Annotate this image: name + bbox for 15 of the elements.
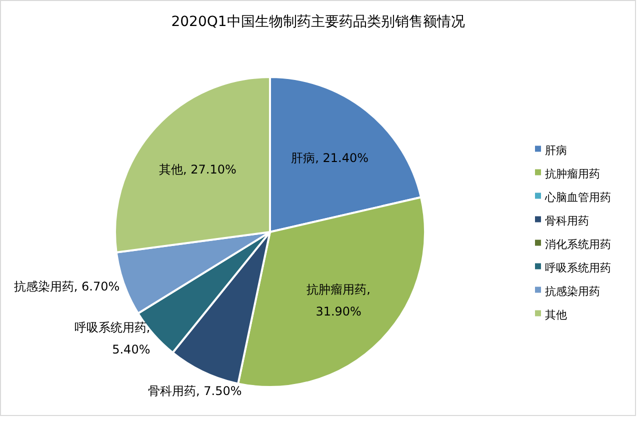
data-label: 骨科用药, 7.50% (148, 384, 242, 398)
legend-label: 心脑血管用药 (544, 190, 611, 204)
legend-label: 抗感染用药 (545, 284, 600, 298)
legend-label: 消化系统用药 (545, 238, 611, 251)
legend-label: 肝病 (545, 144, 567, 157)
data-label: 呼吸系统用药, 5.40% (74, 320, 150, 357)
data-label: 肝病, 21.40% (291, 150, 369, 165)
data-label: 其他, 27.10% (159, 162, 236, 177)
data-label: 抗肿瘤用药, 31.90% (306, 282, 371, 318)
data-label: 抗感染用药, 6.70% (14, 280, 120, 294)
legend-label: 呼吸系统用药 (545, 261, 611, 274)
chart-title: 2020Q1中国生物制药主要药品类别销售额情况 (171, 14, 465, 30)
legend-label: 其他 (545, 308, 567, 322)
legend-label: 抗肿瘤用药 (545, 167, 600, 180)
legend-label: 骨科用药 (545, 214, 589, 228)
